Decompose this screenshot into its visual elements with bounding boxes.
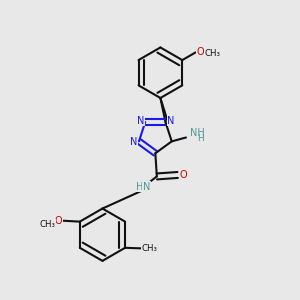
Text: O: O	[55, 216, 62, 226]
Text: CH₃: CH₃	[204, 49, 220, 58]
Text: N: N	[167, 116, 175, 126]
Text: H: H	[136, 182, 144, 192]
Text: O: O	[196, 47, 204, 57]
Text: N: N	[143, 182, 150, 192]
Text: NH: NH	[190, 128, 204, 138]
Text: CH₃: CH₃	[39, 220, 55, 229]
Text: N: N	[137, 116, 144, 126]
Text: O: O	[179, 170, 187, 180]
Text: CH₃: CH₃	[142, 244, 158, 253]
Text: H: H	[197, 134, 203, 143]
Text: N: N	[130, 137, 137, 147]
